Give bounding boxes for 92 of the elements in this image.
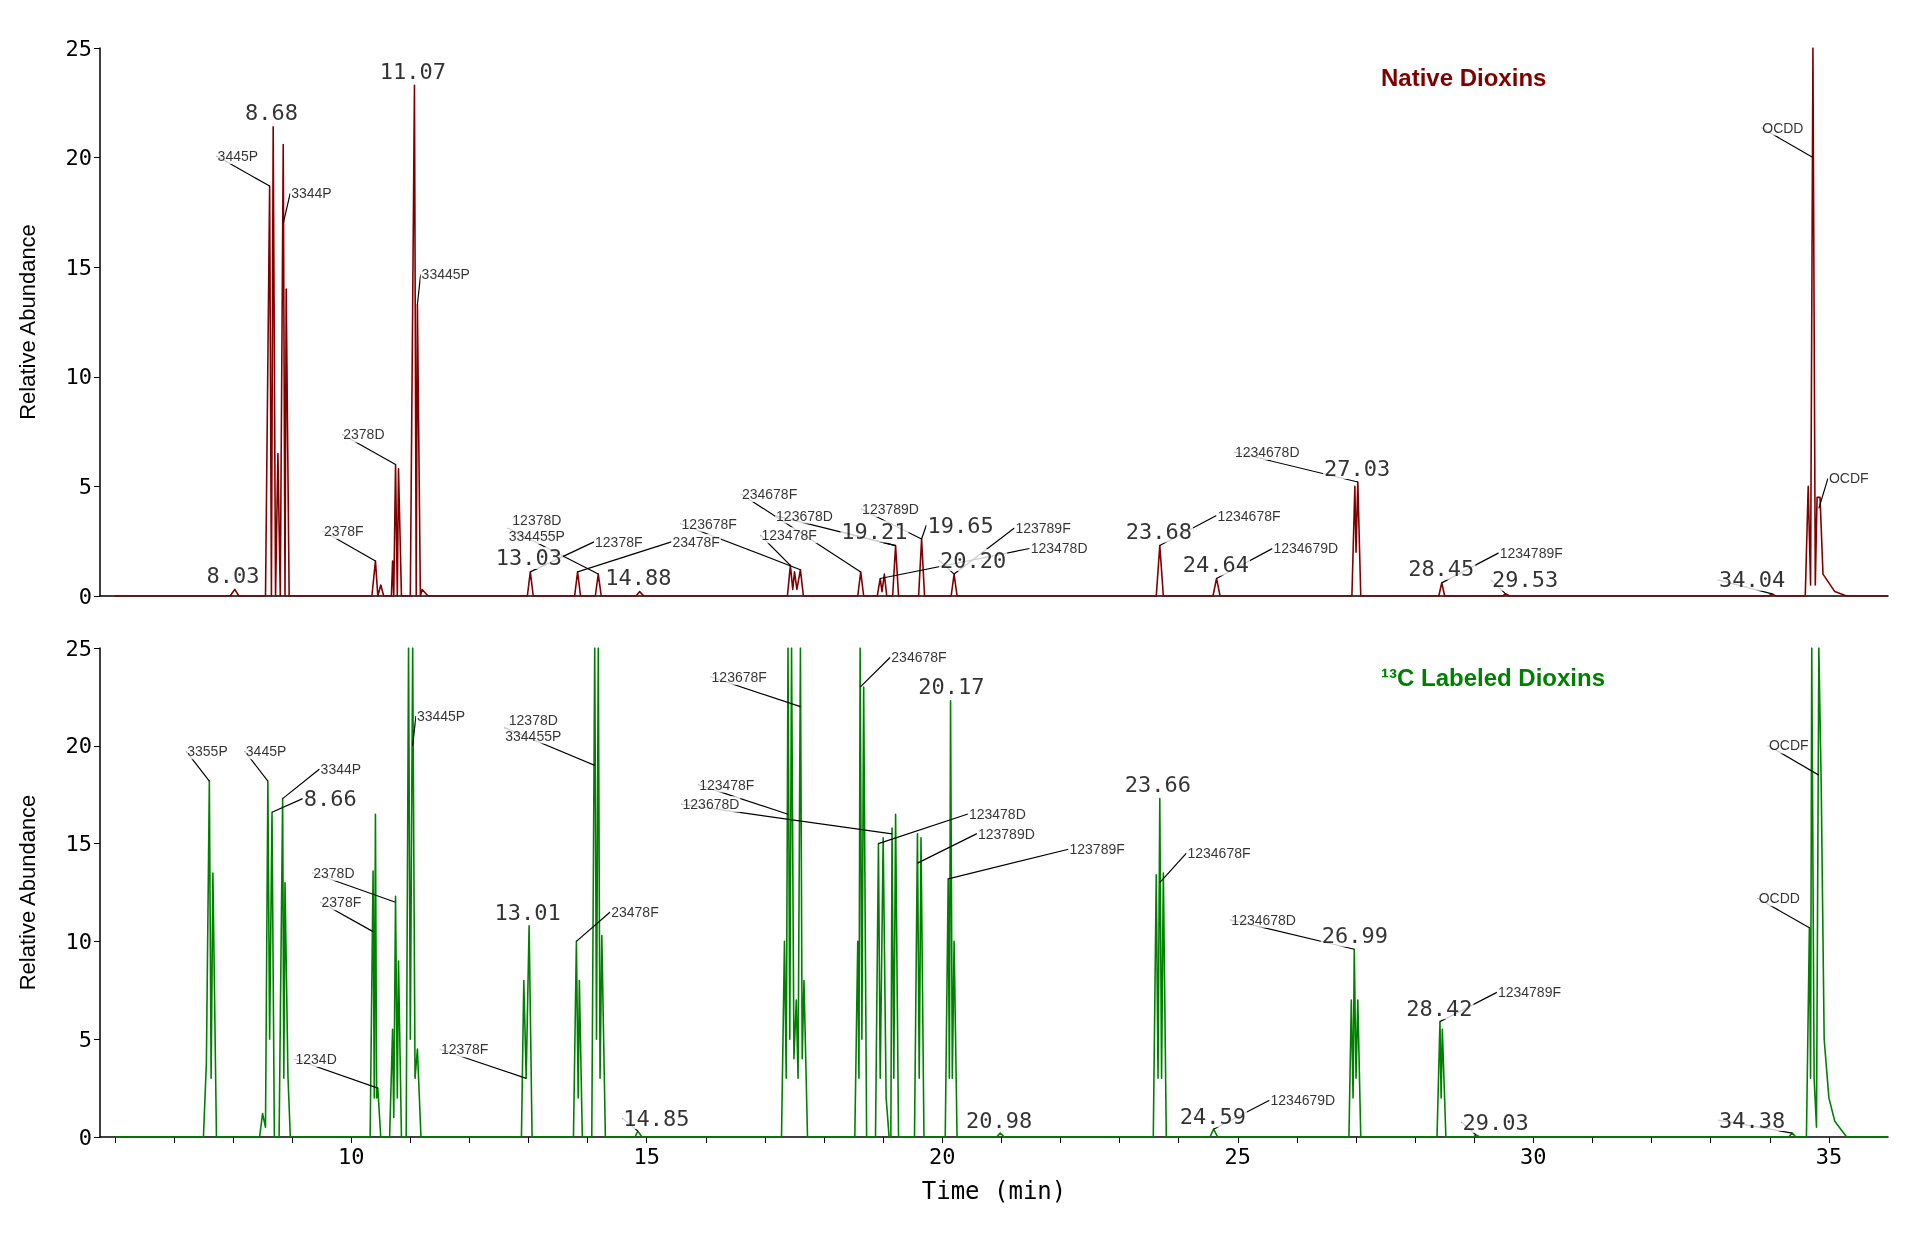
x-tick-label: 35 bbox=[1815, 1143, 1843, 1169]
annotation: 29.03 bbox=[1462, 1109, 1529, 1135]
annotation: 123478D bbox=[1030, 540, 1088, 557]
y-tick-label: 0 bbox=[78, 583, 92, 609]
annotation: 13.03 bbox=[495, 545, 562, 571]
annotation: 13.01 bbox=[494, 899, 561, 925]
x-tick-label: 10 bbox=[337, 1143, 365, 1169]
y-tick-label: 15 bbox=[65, 254, 92, 280]
annotation: 1234678F bbox=[1187, 845, 1251, 862]
annotation: 123678D bbox=[682, 796, 740, 813]
annotation: 1234789F bbox=[1497, 984, 1561, 1001]
y-tick-label: 25 bbox=[65, 635, 92, 661]
annotation: 2378D bbox=[343, 426, 385, 443]
annotation: 3445P bbox=[217, 148, 259, 165]
annotation: 12378F bbox=[595, 533, 643, 550]
annotation: 8.68 bbox=[244, 100, 298, 126]
y-tick-label: 20 bbox=[65, 145, 92, 171]
annotation: 19.21 bbox=[841, 519, 908, 545]
annotation: 2378F bbox=[321, 894, 362, 911]
x-tick-label: 25 bbox=[1224, 1143, 1252, 1169]
annotation: 19.65 bbox=[927, 512, 994, 538]
annotation: 24.59 bbox=[1179, 1103, 1246, 1129]
annotation: 1234679D bbox=[1270, 1092, 1336, 1109]
annotation: 3355P bbox=[187, 743, 228, 760]
annotation: 123789F bbox=[1015, 520, 1071, 537]
annotation: 234678F bbox=[741, 485, 798, 502]
text: ¹³C Labeled Dioxins bbox=[1381, 663, 1606, 691]
annotation: 123678D bbox=[776, 507, 833, 524]
annotation: 29.53 bbox=[1492, 567, 1559, 593]
annotation: 123478D bbox=[968, 806, 1026, 822]
annotation: 123678F bbox=[711, 668, 767, 685]
y-tick-label: 10 bbox=[65, 364, 92, 390]
annotation: 1234678F bbox=[1217, 507, 1281, 524]
annotation: 14.85 bbox=[623, 1105, 690, 1131]
annotation: OCDD bbox=[1762, 119, 1804, 136]
y-axis-title: Relative Abundance bbox=[14, 224, 40, 420]
y-tick-label: 25 bbox=[65, 35, 92, 61]
annotation: 1234D bbox=[295, 1051, 337, 1067]
y-tick-label: 5 bbox=[78, 1026, 92, 1052]
y-tick-label: 0 bbox=[78, 1124, 92, 1150]
annotation: 3445P bbox=[245, 743, 287, 760]
annotation: 11.07 bbox=[379, 58, 446, 84]
x-tick-label: 20 bbox=[929, 1143, 956, 1169]
annotation: OCDF bbox=[1768, 737, 1809, 754]
annotation: 1234678D bbox=[1231, 911, 1296, 928]
annotation: 12378D 334455P bbox=[505, 711, 562, 744]
annotation: 23.68 bbox=[1125, 519, 1193, 545]
x-tick-label: 30 bbox=[1520, 1143, 1547, 1169]
text: Native Dioxins bbox=[1381, 63, 1547, 91]
annotation: 28.45 bbox=[1408, 556, 1475, 582]
y-tick-label: 15 bbox=[65, 831, 92, 857]
annotation: 123789D bbox=[862, 501, 919, 518]
annotation: 1234679D bbox=[1273, 540, 1339, 557]
y-tick-label: 10 bbox=[65, 928, 92, 954]
x-tick-label: 15 bbox=[633, 1143, 660, 1169]
annotation: 1234789F bbox=[1499, 544, 1563, 561]
annotation: 234678F bbox=[891, 649, 947, 666]
annotation: 26.99 bbox=[1321, 923, 1388, 949]
y-tick-label: 5 bbox=[78, 473, 92, 499]
annotation: 12378F bbox=[440, 1041, 489, 1058]
annotation: 123789F bbox=[1069, 841, 1125, 858]
y-tick-label: 20 bbox=[65, 733, 92, 759]
annotation: 34.38 bbox=[1719, 1107, 1786, 1133]
annotation: 33445P bbox=[416, 708, 466, 724]
annotation: 123478F bbox=[761, 527, 817, 544]
annotation: 27.03 bbox=[1324, 455, 1391, 481]
annotation: 12378D 334455P bbox=[508, 512, 565, 545]
annotation: 8.66 bbox=[303, 786, 357, 812]
annotation: 20.98 bbox=[966, 1107, 1033, 1133]
annotation: 3344P bbox=[291, 185, 332, 202]
annotation: 20.17 bbox=[918, 674, 985, 700]
annotation: 23.66 bbox=[1124, 772, 1191, 798]
annotation: 14.88 bbox=[605, 565, 672, 591]
annotation: 34.04 bbox=[1718, 567, 1786, 593]
annotation: 1234678D bbox=[1234, 444, 1300, 461]
annotation: 23478F bbox=[611, 904, 659, 920]
annotation: 2378F bbox=[323, 522, 364, 539]
annotation: 123478F bbox=[699, 776, 755, 793]
annotation: 123678F bbox=[681, 515, 737, 532]
annotation: 24.64 bbox=[1182, 551, 1249, 577]
annotation: 23478F bbox=[672, 533, 720, 550]
annotation: 20.20 bbox=[939, 547, 1007, 573]
annotation: 33445P bbox=[421, 266, 470, 283]
annotation: OCDD bbox=[1758, 890, 1800, 907]
annotation: 28.42 bbox=[1406, 995, 1473, 1021]
annotation: 8.03 bbox=[206, 562, 260, 588]
annotation: 3344P bbox=[320, 760, 362, 777]
annotation: 123789D bbox=[977, 825, 1035, 842]
annotation: 2378D bbox=[313, 864, 355, 881]
x-axis-title: Time (min) bbox=[921, 1177, 1067, 1205]
y-axis-title: Relative Abundance bbox=[14, 794, 40, 991]
annotation: OCDF bbox=[1828, 470, 1869, 487]
